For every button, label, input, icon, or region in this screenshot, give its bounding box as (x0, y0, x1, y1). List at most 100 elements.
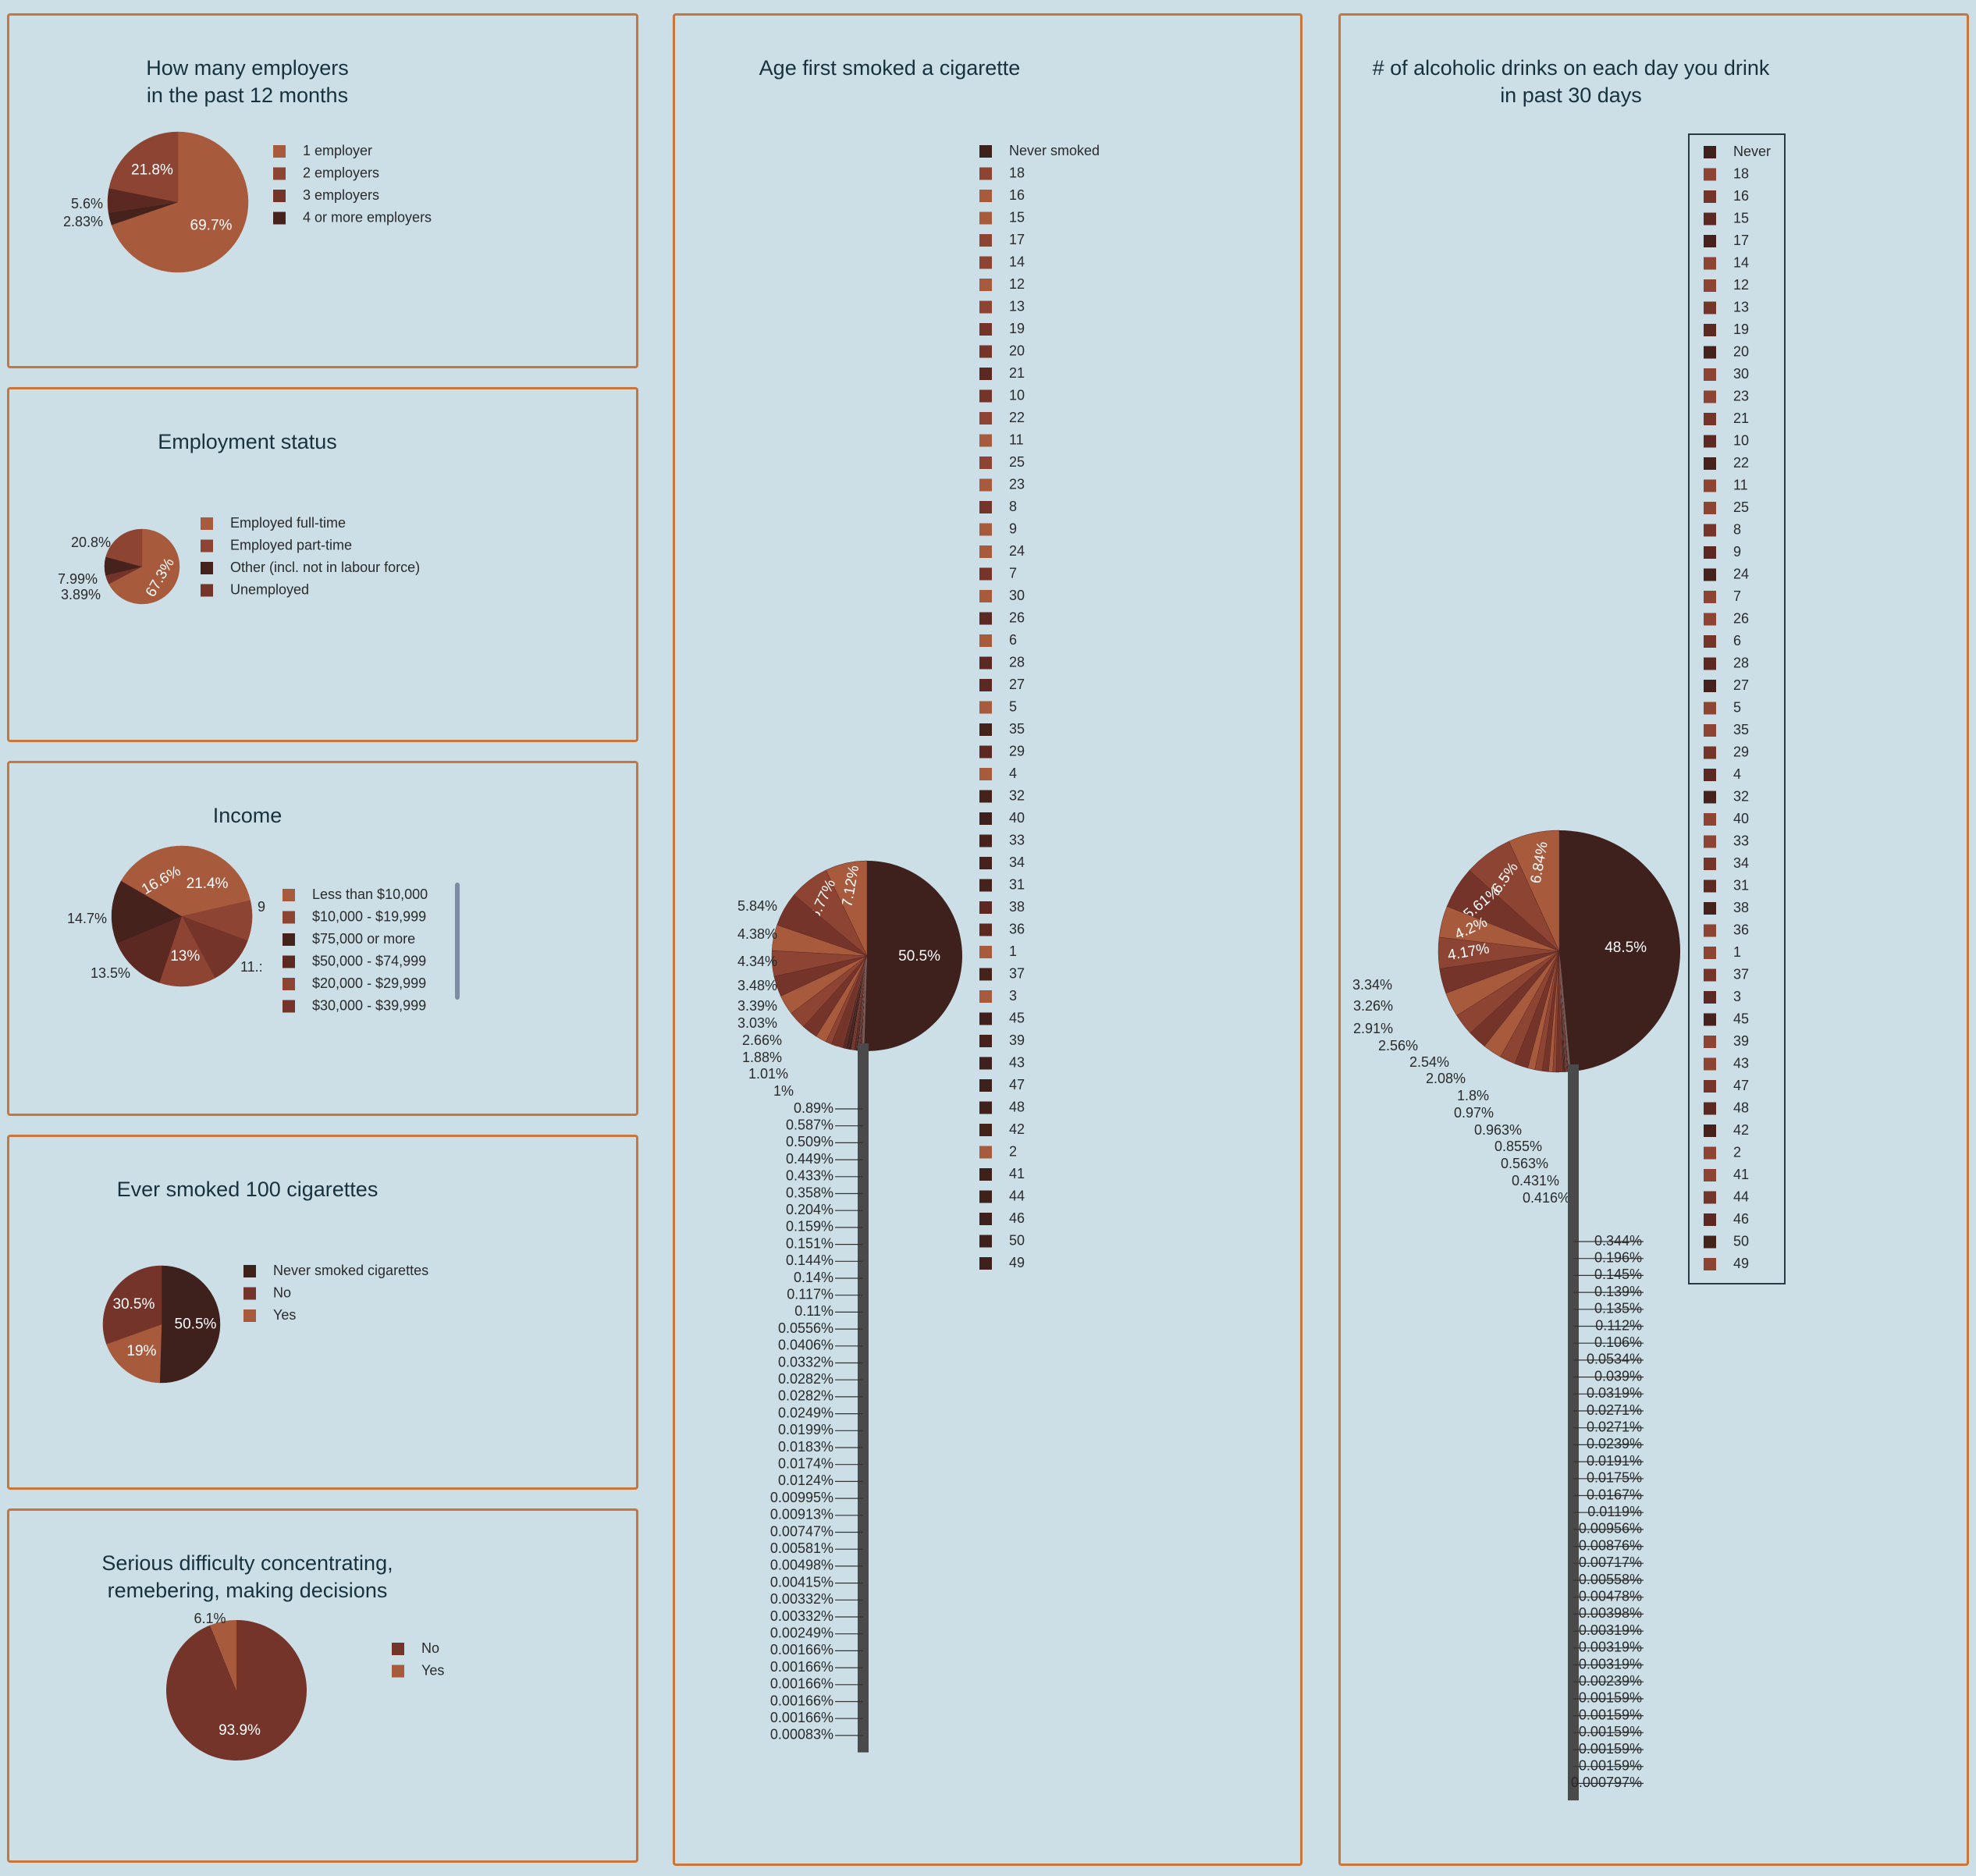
pie-slice (1559, 951, 1571, 1072)
slice-label: 48.5% (1605, 940, 1647, 956)
slice-label: 0.00558% (1579, 1572, 1642, 1587)
legend-item: Yes (421, 1662, 444, 1678)
pie-slice (1559, 951, 1569, 1072)
slice-label: 0.00415% (770, 1574, 833, 1590)
legend-item: 41 (1009, 1166, 1025, 1181)
legend-swatch (979, 990, 992, 1003)
legend-swatch (979, 234, 992, 247)
slice-label: 0.0183% (778, 1439, 833, 1455)
pie-slice (860, 956, 867, 1051)
slice-label: 0.0249% (778, 1405, 833, 1420)
slice-label: 0.14% (794, 1270, 833, 1285)
legend-swatch (979, 612, 992, 625)
legend-item: 34 (1009, 855, 1025, 870)
slice-label: 2.66% (742, 1032, 782, 1048)
pie-slice (159, 1265, 221, 1384)
legend-swatch (979, 1012, 992, 1025)
legend-item: 33 (1009, 832, 1025, 847)
legend-swatch (201, 562, 213, 574)
slice-label: 13.5% (91, 965, 130, 981)
legend-swatch (1704, 1013, 1716, 1026)
slice-label: 0.0119% (1587, 1504, 1642, 1519)
pie-slice (831, 955, 868, 1047)
pie-slice (1559, 951, 1571, 1072)
pie-slice (1559, 951, 1571, 1072)
legend-swatch (979, 812, 992, 825)
legend-item: 37 (1009, 965, 1025, 981)
pie-slice (861, 956, 867, 1051)
legend-item: 47 (1009, 1077, 1025, 1093)
legend-item: 23 (1733, 388, 1749, 403)
slice-label: 0.00166% (770, 1693, 833, 1708)
pie-slice (1559, 951, 1571, 1072)
pie-slice (1559, 951, 1564, 1072)
slice-label: 0.563% (1501, 1156, 1548, 1171)
pie-slice (1559, 951, 1571, 1072)
legend-swatch (1704, 212, 1716, 226)
slice-label: 0.106% (1594, 1334, 1642, 1350)
slice-label: 0.0199% (778, 1422, 833, 1437)
pie-slice (863, 956, 867, 1051)
legend-item: 4 (1009, 766, 1017, 781)
chart-title: Income (212, 804, 283, 827)
slice-label: 0.855% (1494, 1139, 1542, 1154)
legend-item: 7 (1733, 588, 1741, 604)
legend-item: 29 (1733, 744, 1749, 759)
slice-label: 4.34% (737, 954, 777, 969)
slice-label: 0.0174% (778, 1455, 833, 1471)
legend-item: 20 (1009, 343, 1025, 358)
legend-item: 18 (1733, 165, 1749, 181)
legend-item: 25 (1733, 499, 1749, 515)
slice-label: 0.204% (786, 1202, 833, 1217)
slice-label: 0.0534% (1587, 1352, 1642, 1367)
legend-swatch (1704, 858, 1716, 870)
slice-label: 5.6% (71, 196, 103, 211)
slice-label: 0.00159% (1579, 1724, 1642, 1739)
legend-swatch (979, 634, 992, 647)
legend-item: 45 (1009, 1010, 1025, 1025)
legend-swatch (979, 1190, 992, 1203)
pie-slice (845, 956, 867, 1050)
legend-swatch (1704, 702, 1716, 715)
legend-swatch (979, 701, 992, 714)
legend-swatch (979, 1057, 992, 1070)
legend-item: 20 (1733, 343, 1749, 359)
legend-swatch (979, 1168, 992, 1181)
pie-slice (105, 528, 143, 567)
legend-swatch (979, 457, 992, 469)
slice-label: 1.8% (1457, 1088, 1489, 1103)
legend-swatch (1704, 991, 1716, 1004)
legend-swatch (979, 167, 992, 180)
slice-label: 3.39% (737, 998, 777, 1014)
legend-swatch (979, 1146, 992, 1159)
slice-label: 5.84% (737, 898, 777, 914)
legend-swatch (392, 1665, 404, 1678)
slice-label: 2.08% (1426, 1071, 1466, 1086)
chart-panel-concentrating: Serious difficulty concentrating, remebe… (7, 1508, 638, 1863)
legend-item: 11 (1733, 477, 1748, 492)
pie-slice (859, 956, 867, 1051)
slice-label: 0.358% (786, 1185, 833, 1200)
legend-swatch (1704, 835, 1716, 848)
legend-item: 42 (1733, 1122, 1749, 1138)
chart-panel-smoked100: Ever smoked 100 cigarettes 50.5% 19% 30.5%… (7, 1135, 638, 1490)
pie-chart-smoked100: 50.5% 19% 30.5% Never smoked cigarettes No Ye… (102, 1263, 428, 1384)
legend-swatch (1704, 1191, 1716, 1204)
legend-swatch (283, 933, 295, 946)
slice-label: 0.963% (1474, 1122, 1522, 1138)
pie-slice (1559, 951, 1571, 1072)
legend-item: 4 (1733, 766, 1741, 782)
legend-item: Employed full-time (230, 515, 346, 531)
pie-slice (108, 131, 179, 203)
slice-label: 0.145% (1594, 1267, 1642, 1282)
legend-swatch (1704, 390, 1716, 403)
legend-item: Never smoked cigarettes (273, 1263, 428, 1278)
slice-label: 21.4% (187, 876, 229, 892)
slice-label: 0.00159% (1579, 1757, 1642, 1773)
pie-chart-income: 21.4%911.:13%13.5%14.7%16.6% Less than $1… (67, 845, 460, 1013)
legend-scrollbar[interactable] (455, 883, 460, 1000)
legend-item: 27 (1009, 677, 1025, 692)
legend-swatch (1704, 413, 1716, 425)
legend-item: 9 (1733, 544, 1741, 560)
legend-item: 38 (1733, 900, 1749, 915)
